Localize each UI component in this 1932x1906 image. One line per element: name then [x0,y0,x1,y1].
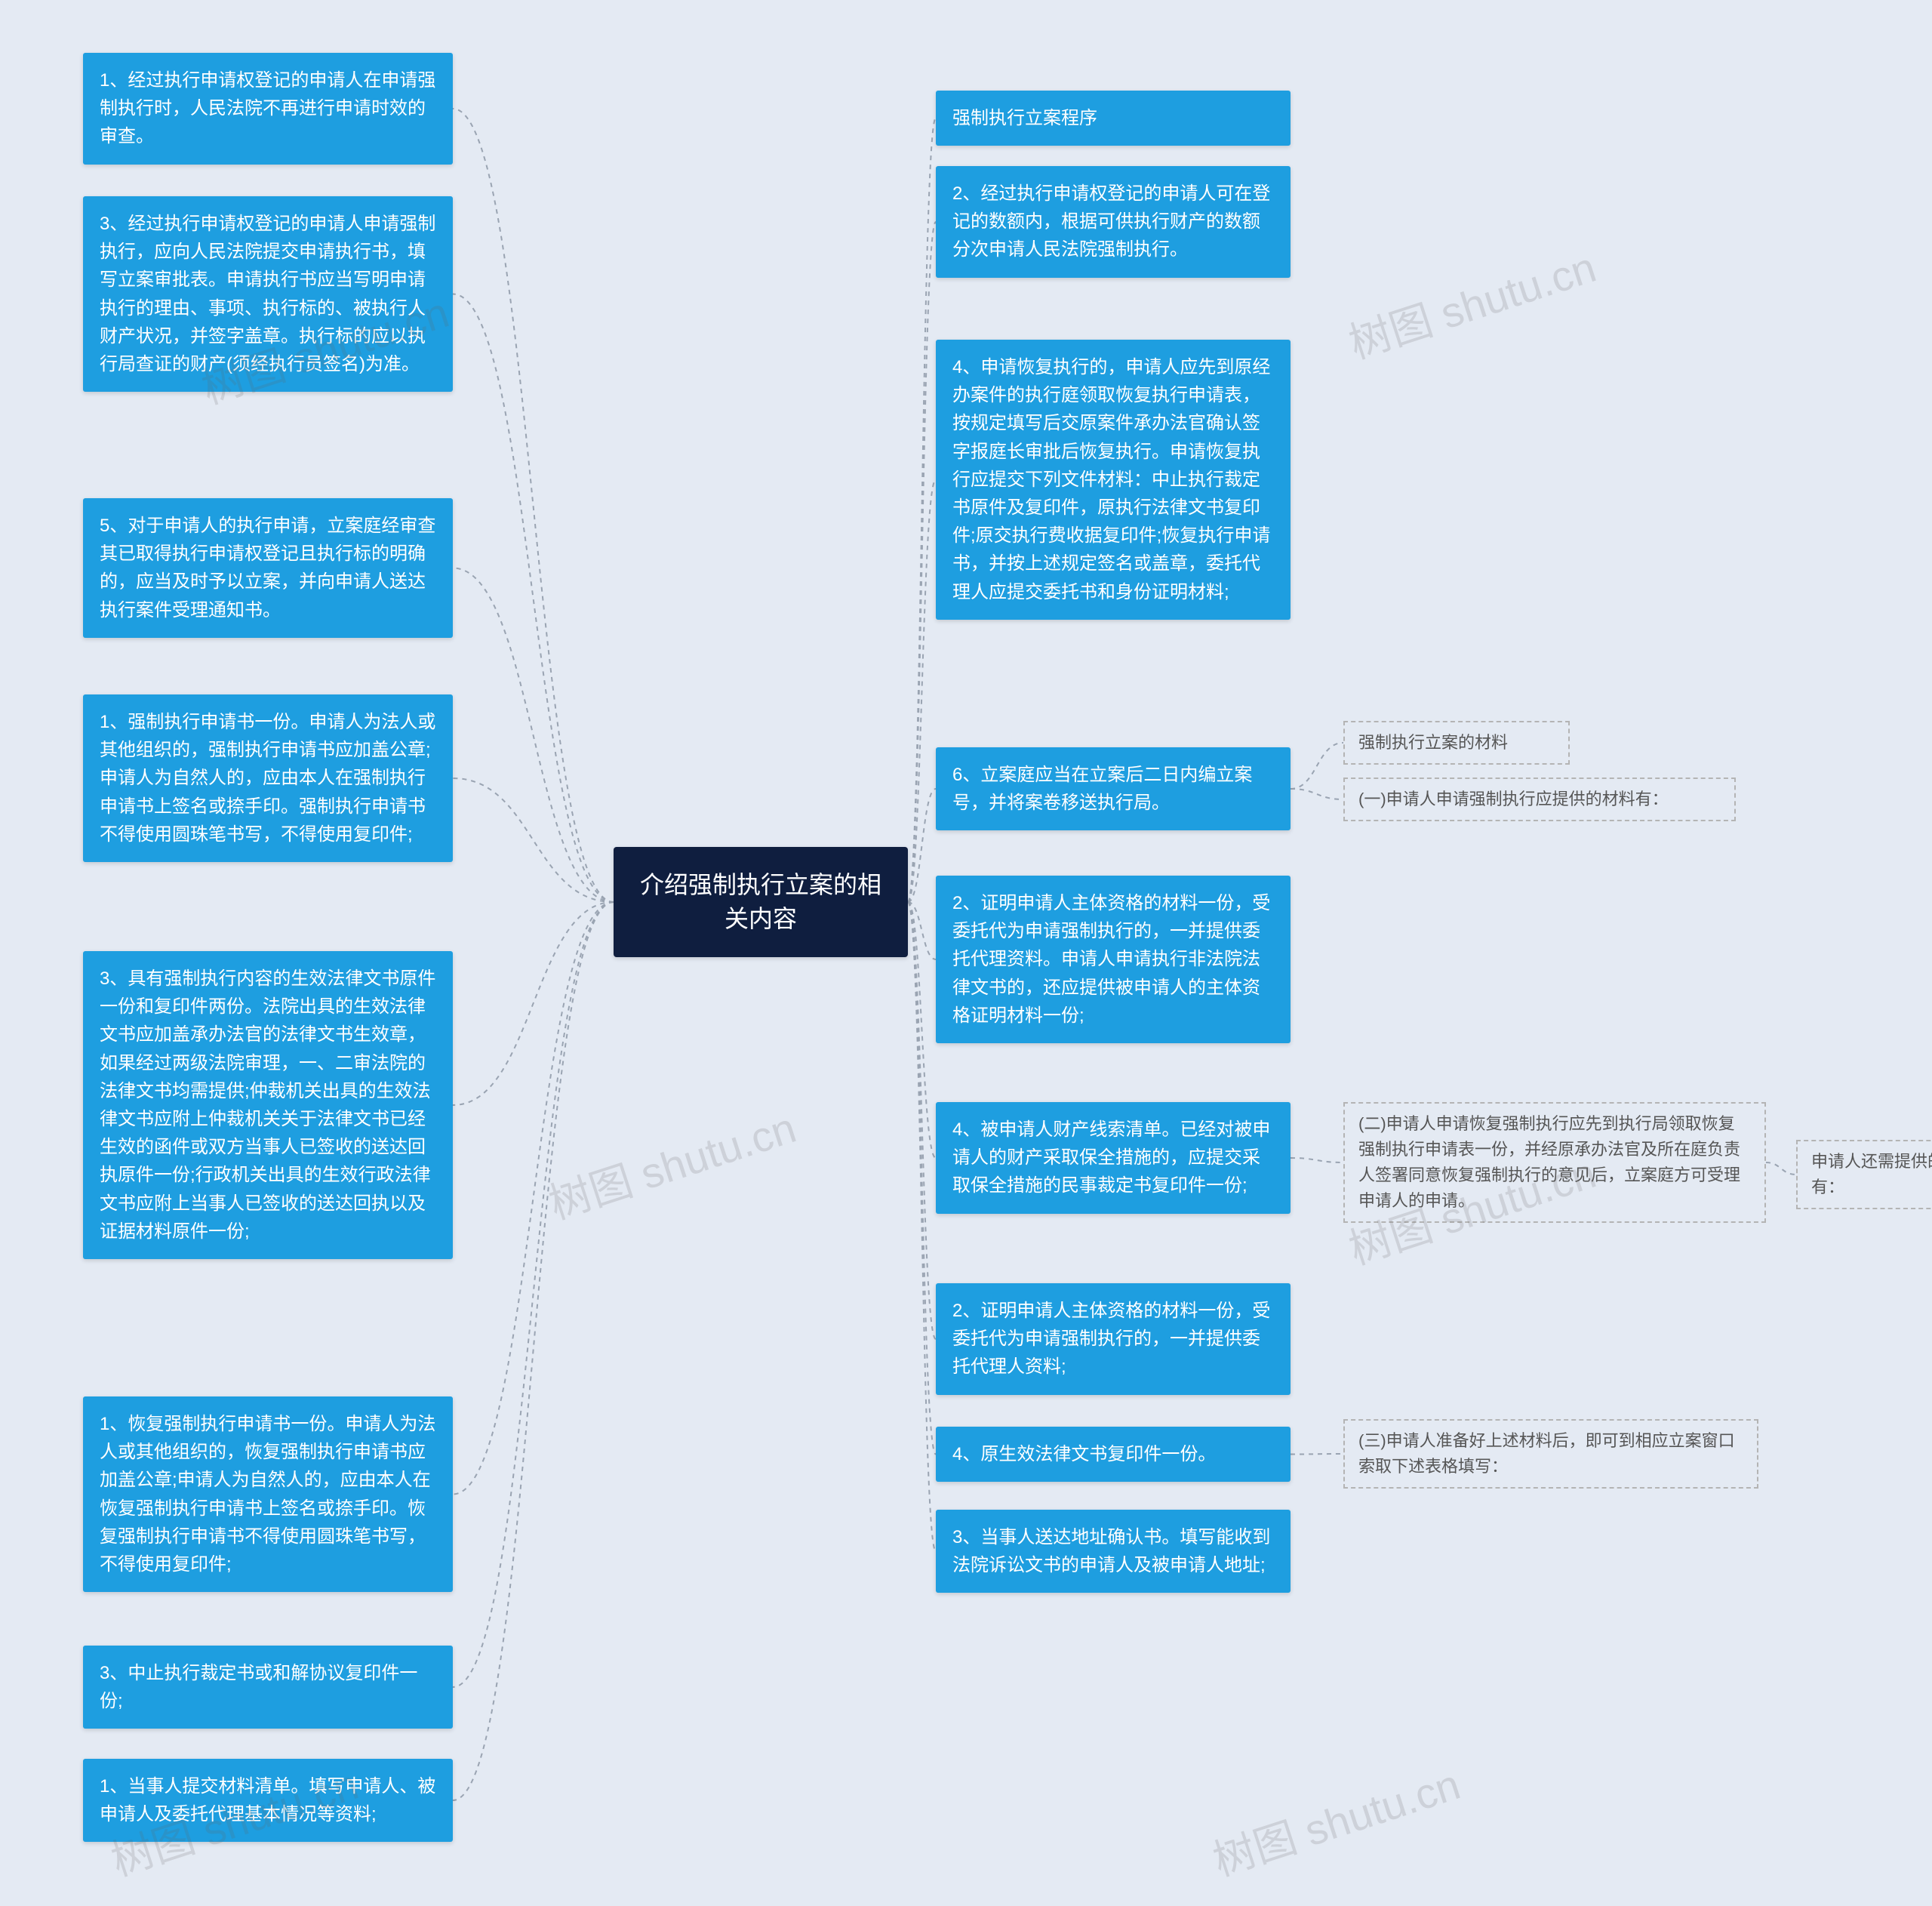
left-node-c1[interactable]: 1、当事人提交材料清单。填写申请人、被申请人及委托代理基本情况等资料; [83,1759,453,1842]
outline-node-5[interactable]: (三)申请人准备好上述材料后，即可到相应立案窗口索取下述表格填写： [1343,1419,1758,1489]
connector [908,902,936,1158]
connector [453,902,614,1495]
left-node-a3[interactable]: 3、具有强制执行内容的生效法律文书原件一份和复印件两份。法院出具的生效法律文书应… [83,951,453,1259]
connector [453,902,614,1105]
connector [453,294,614,903]
right-node-b4[interactable]: 4、原生效法律文书复印件一份。 [936,1427,1291,1482]
connector [453,778,614,902]
watermark: 树图 shutu.cn [1340,234,1603,371]
right-node-c3[interactable]: 3、当事人送达地址确认书。填写能收到法院诉讼文书的申请人及被申请人地址; [936,1510,1291,1593]
right-node-a4[interactable]: 4、被申请人财产线索清单。已经对被申请人的财产采取保全措施的，应提交采取保全措施… [936,1102,1291,1214]
connector [908,222,936,902]
right-node-4[interactable]: 4、申请恢复执行的，申请人应先到原经办案件的执行庭领取恢复执行申请表，按规定填写… [936,340,1291,620]
connector [1291,1158,1343,1162]
outline-node-2[interactable]: (一)申请人申请强制执行应提供的材料有： [1343,777,1736,821]
root-node[interactable]: 介绍强制执行立案的相关内容 [614,847,908,957]
right-node-2[interactable]: 2、经过执行申请权登记的申请人可在登记的数额内，根据可供执行财产的数额分次申请人… [936,166,1291,278]
left-node-b3[interactable]: 3、中止执行裁定书或和解协议复印件一份; [83,1646,453,1729]
connector [453,902,614,1800]
left-node-a1[interactable]: 1、强制执行申请书一份。申请人为法人或其他组织的，强制执行申请书应加盖公章;申请… [83,694,453,862]
outline-node-3[interactable]: (二)申请人申请恢复强制执行应先到执行局领取恢复强制执行申请表一份，并经原承办法… [1343,1102,1766,1223]
left-node-5[interactable]: 5、对于申请人的执行申请，立案庭经审查其已取得执行申请权登记且执行标的明确的，应… [83,498,453,638]
connector [908,789,936,902]
connector [908,902,936,959]
connector [908,902,936,1455]
outline-node-4[interactable]: 申请人还需提供的材料有： [1796,1140,1932,1209]
connector [1291,1454,1343,1455]
connector [908,902,936,1339]
right-node-header[interactable]: 强制执行立案程序 [936,91,1291,146]
connector [453,568,614,903]
connector [908,480,936,903]
left-node-1[interactable]: 1、经过执行申请权登记的申请人在申请强制执行时，人民法院不再进行申请时效的审查。 [83,53,453,165]
right-node-b2[interactable]: 2、证明申请人主体资格的材料一份，受委托代为申请强制执行的，一并提供委托代理人资… [936,1283,1291,1395]
watermark: 树图 shutu.cn [540,1095,803,1232]
connector [1291,743,1343,789]
left-node-b1[interactable]: 1、恢复强制执行申请书一份。申请人为法人或其他组织的，恢复强制执行申请书应加盖公… [83,1396,453,1592]
connector [453,902,614,1687]
connector [1291,789,1343,799]
outline-node-1[interactable]: 强制执行立案的材料 [1343,721,1570,765]
connector [453,109,614,902]
left-node-3[interactable]: 3、经过执行申请权登记的申请人申请强制执行，应向人民法院提交申请执行书，填写立案… [83,196,453,392]
right-node-a2[interactable]: 2、证明申请人主体资格的材料一份，受委托代为申请强制执行的，一并提供委托代理资料… [936,876,1291,1043]
connector [1766,1162,1796,1175]
connector [908,119,936,903]
watermark: 树图 shutu.cn [1204,1751,1467,1889]
connector [908,902,936,1551]
right-node-6[interactable]: 6、立案庭应当在立案后二日内编立案号，并将案卷移送执行局。 [936,747,1291,830]
